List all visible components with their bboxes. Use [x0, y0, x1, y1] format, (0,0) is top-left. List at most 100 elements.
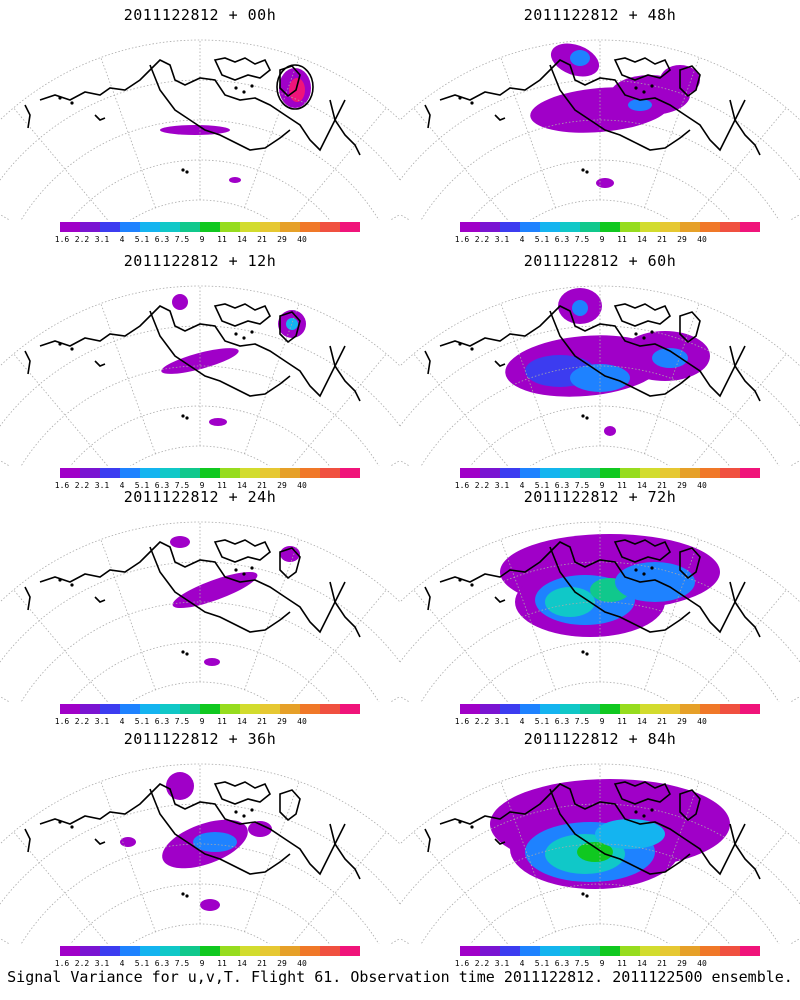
colorbar-swatch	[180, 946, 200, 956]
colorbar-swatch	[540, 468, 560, 478]
colorbar-label: 40	[697, 481, 707, 490]
signal-variance-map	[400, 39, 800, 220]
colorbar-label: 5.1	[134, 481, 150, 490]
colorbar-label: 14	[237, 235, 247, 244]
colorbar-label: 4	[519, 959, 525, 968]
colorbar-swatch	[80, 946, 100, 956]
colorbar-label: 6.3	[154, 717, 170, 726]
colorbar-label: 3.1	[494, 481, 510, 490]
colorbar-swatch	[680, 468, 700, 478]
colorbar-swatch	[520, 222, 540, 232]
lat-lon-grid	[0, 763, 400, 944]
signal-variance-map	[0, 39, 400, 220]
colorbar: 1.6 2.2 3.1 4 5.1 6.3 7.5 9 11 14 21 29 40	[55, 704, 360, 728]
colorbar: 1.6 2.2 3.1 4 5.1 6.3 7.5 9 11 14 21 29 40	[455, 468, 760, 492]
colorbar-swatch	[720, 946, 740, 956]
colorbar-swatch	[240, 704, 260, 714]
colorbar-label: 40	[697, 235, 707, 244]
colorbar-swatch	[240, 946, 260, 956]
colorbar-label: 7.5	[174, 717, 190, 726]
colorbar-label: 14	[237, 481, 247, 490]
colorbar-swatch	[460, 468, 480, 478]
colorbar-swatch	[460, 704, 480, 714]
colorbar-swatch	[560, 704, 580, 714]
colorbar-swatch	[120, 222, 140, 232]
colorbar-label: 3.1	[94, 717, 110, 726]
observation-highlight-ring	[276, 64, 314, 110]
colorbar-swatch	[340, 468, 360, 478]
lat-lon-grid	[400, 39, 800, 220]
colorbar-swatch	[120, 946, 140, 956]
colorbar-swatch	[720, 704, 740, 714]
colorbar-label: 4	[119, 717, 125, 726]
colorbar-label: 6.3	[554, 481, 570, 490]
colorbar-label: 2.2	[474, 717, 490, 726]
colorbar-swatch	[320, 704, 340, 714]
colorbar-label: 4	[119, 235, 125, 244]
colorbar-swatch	[200, 222, 220, 232]
colorbar-swatch	[140, 222, 160, 232]
colorbar-swatch	[260, 222, 280, 232]
signal-variance-map	[400, 763, 800, 944]
colorbar-label: 14	[637, 717, 647, 726]
colorbar-swatch	[720, 468, 740, 478]
colorbar-label: 9	[599, 481, 605, 490]
colorbar-swatch	[180, 222, 200, 232]
colorbar-label: 21	[257, 481, 267, 490]
colorbar-label: 21	[257, 235, 267, 244]
colorbar-label: 1.6	[454, 717, 470, 726]
colorbar-swatch	[560, 468, 580, 478]
colorbar-swatch	[280, 946, 300, 956]
colorbar-swatch	[260, 946, 280, 956]
colorbar-swatch	[340, 222, 360, 232]
colorbar-label: 6.3	[154, 959, 170, 968]
colorbar-swatch	[480, 468, 500, 478]
panel-title: 2011122812 + 72h	[523, 488, 677, 506]
colorbar-swatch	[640, 704, 660, 714]
panel-title: 2011122812 + 24h	[123, 488, 277, 506]
coastline	[24, 781, 361, 898]
colorbar-swatch	[480, 704, 500, 714]
colorbar-label: 11	[217, 235, 227, 244]
colorbar-label: 29	[677, 959, 687, 968]
colorbar-label: 21	[657, 717, 667, 726]
signal-variance-map	[400, 285, 800, 466]
colorbar-swatch	[480, 222, 500, 232]
colorbar-label: 40	[697, 959, 707, 968]
colorbar-swatch	[560, 946, 580, 956]
colorbar-label: 1.6	[454, 481, 470, 490]
colorbar-swatch	[160, 222, 180, 232]
colorbar-swatch	[640, 222, 660, 232]
colorbar-swatch	[660, 704, 680, 714]
colorbar-label: 5.1	[134, 717, 150, 726]
forecast-panel-60h: 2011122812 + 60h 1.6 2.2 3.1 4 5.1 6.3 7.5 9 11 1…	[400, 246, 800, 492]
colorbar: 1.6 2.2 3.1 4 5.1 6.3 7.5 9 11 14 21 29 40	[455, 946, 760, 970]
colorbar-swatch	[100, 468, 120, 478]
colorbar-label: 2.2	[474, 481, 490, 490]
colorbar-label: 14	[637, 235, 647, 244]
figure-caption: Signal Variance for u,v,T. Flight 61. Ob…	[7, 968, 793, 986]
colorbar-swatch	[600, 704, 620, 714]
colorbar-label: 21	[657, 481, 667, 490]
colorbar-label: 9	[199, 717, 205, 726]
colorbar-swatch	[680, 704, 700, 714]
colorbar-swatch	[260, 468, 280, 478]
colorbar-swatch	[620, 946, 640, 956]
panel-title: 2011122812 + 60h	[523, 252, 677, 270]
colorbar-swatch	[320, 222, 340, 232]
signal-variance-map	[0, 285, 400, 466]
colorbar-label: 3.1	[94, 959, 110, 968]
colorbar-swatch	[580, 946, 600, 956]
colorbar-swatch	[140, 468, 160, 478]
colorbar-swatch	[80, 468, 100, 478]
forecast-panel-72h: 2011122812 + 72h 1.6 2.2 3.1 4 5.1 6.3 7.5 9 11 1…	[400, 482, 800, 728]
colorbar-label: 9	[199, 959, 205, 968]
colorbar-swatch	[340, 946, 360, 956]
colorbar-swatch	[660, 222, 680, 232]
colorbar-swatch	[700, 946, 720, 956]
colorbar-swatch	[200, 704, 220, 714]
colorbar-label: 40	[297, 959, 307, 968]
colorbar-label: 7.5	[174, 481, 190, 490]
colorbar-swatch	[220, 222, 240, 232]
colorbar-swatch	[60, 222, 80, 232]
